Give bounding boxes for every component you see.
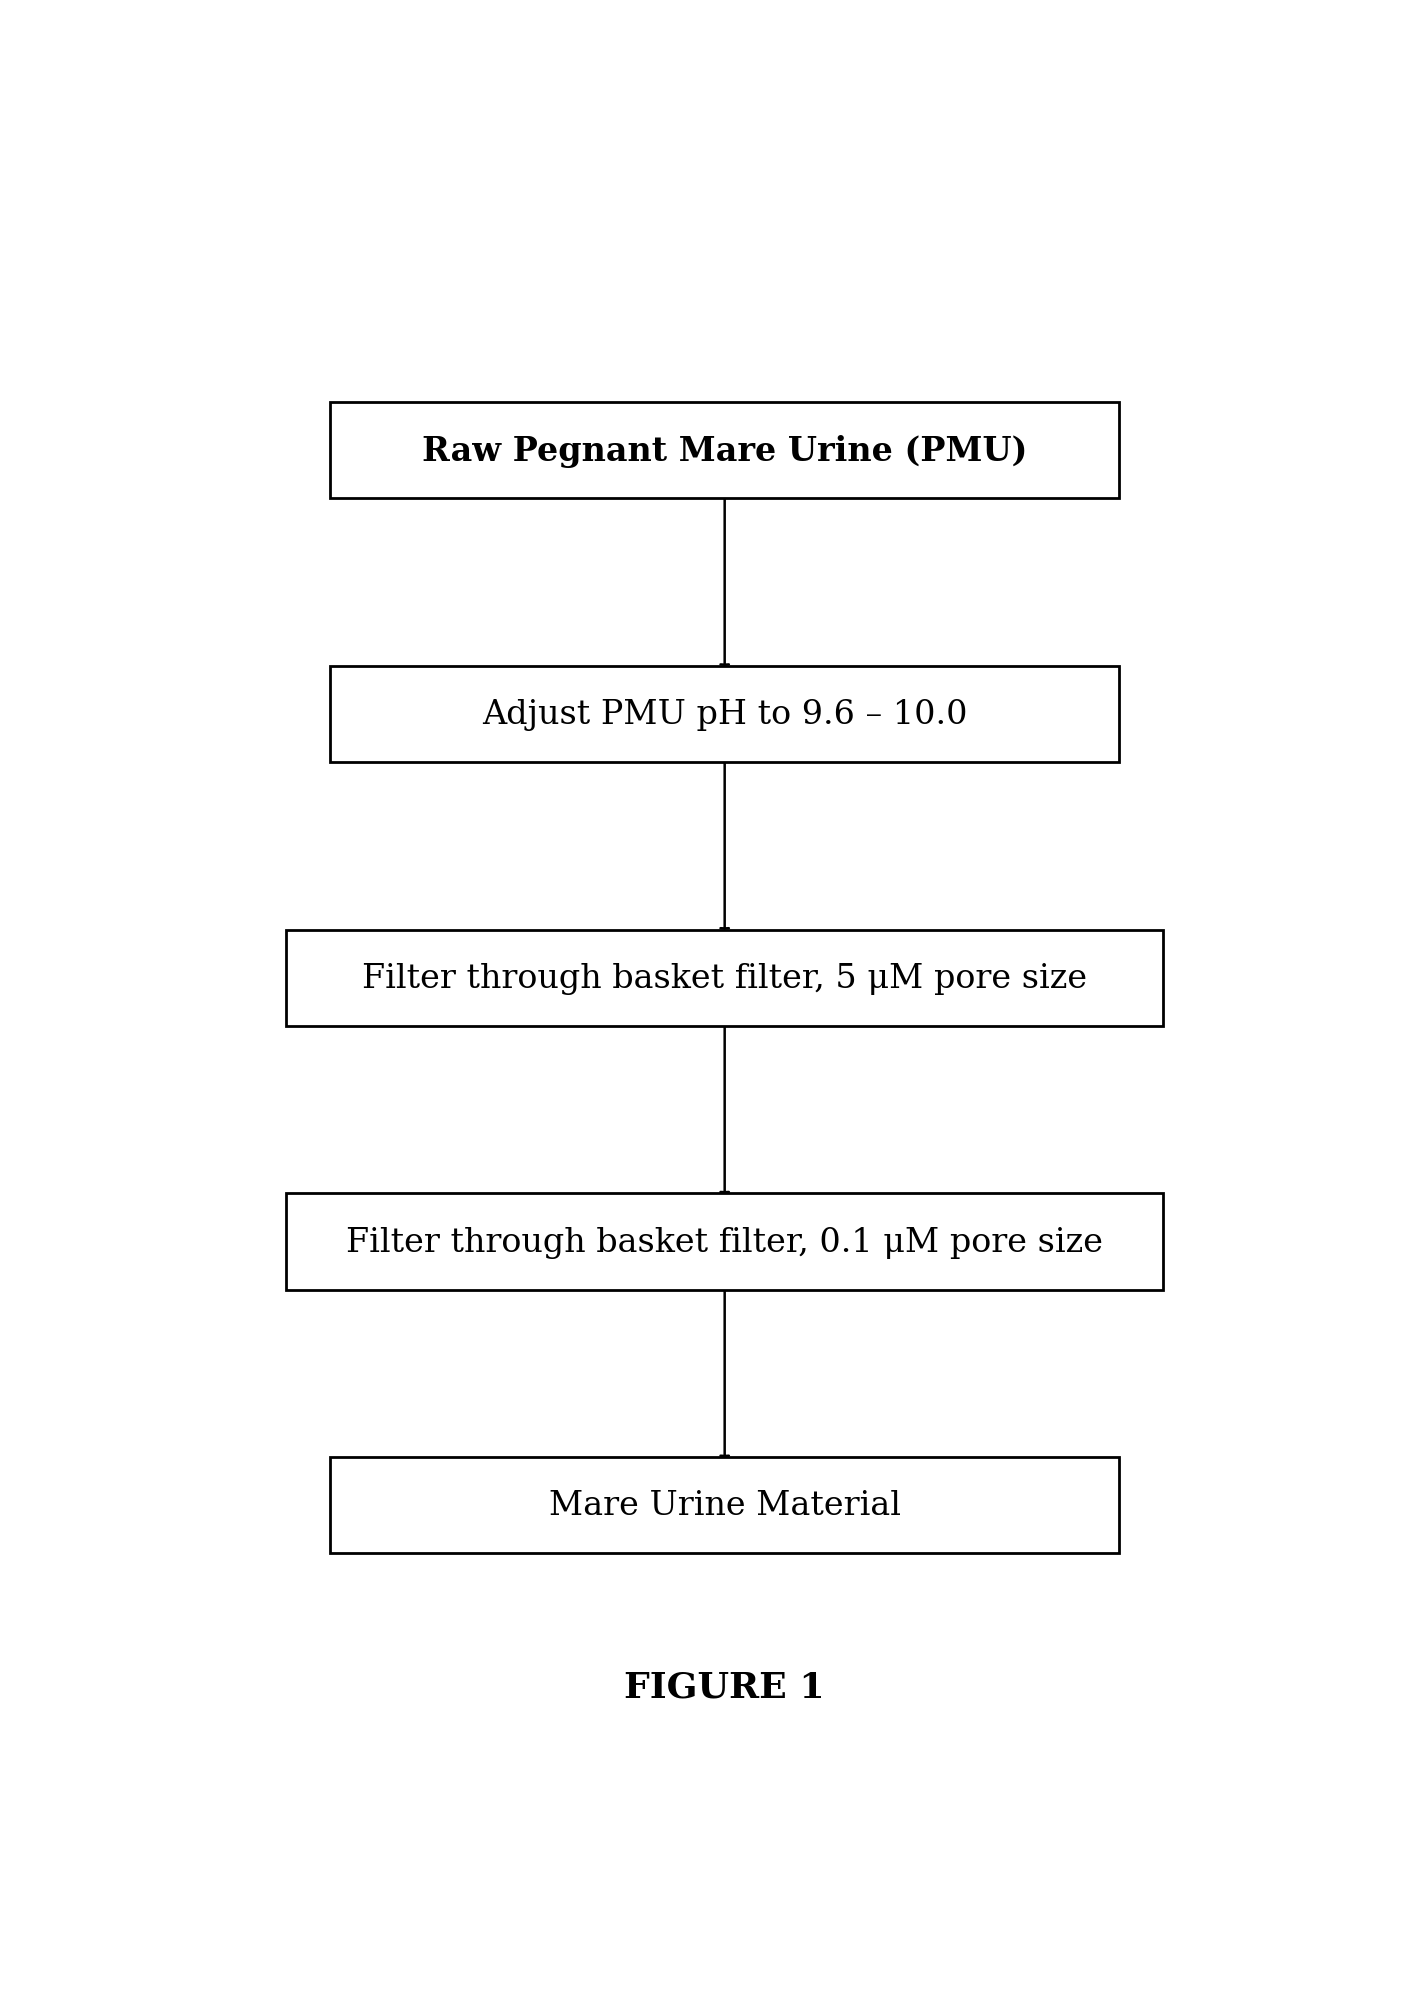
Bar	[286, 930, 1164, 1027]
Text: Mare Urine Material: Mare Urine Material	[549, 1490, 901, 1521]
Text: Raw Pegnant Mare Urine (PMU): Raw Pegnant Mare Urine (PMU)	[421, 435, 1028, 467]
Text: Filter through basket filter, 0.1 μM pore size: Filter through basket filter, 0.1 μM por…	[346, 1227, 1103, 1259]
Text: FIGURE 1: FIGURE 1	[625, 1670, 824, 1704]
Text: Filter through basket filter, 5 μM pore size: Filter through basket filter, 5 μM pore …	[362, 963, 1087, 995]
Text: Adjust PMU pH to 9.6 – 10.0: Adjust PMU pH to 9.6 – 10.0	[482, 699, 967, 731]
Bar	[331, 667, 1120, 763]
Bar	[331, 1458, 1120, 1553]
Bar	[331, 403, 1120, 499]
Bar	[286, 1194, 1164, 1291]
